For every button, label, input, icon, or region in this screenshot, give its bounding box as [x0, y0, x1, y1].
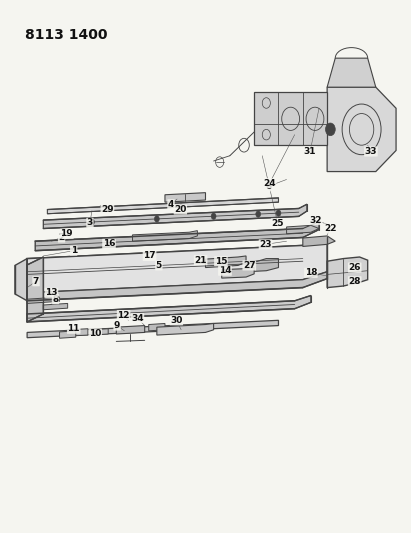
Polygon shape [303, 236, 335, 246]
Polygon shape [27, 238, 327, 265]
Polygon shape [68, 329, 88, 336]
Text: 11: 11 [67, 324, 80, 333]
Text: 16: 16 [103, 239, 115, 248]
Text: 8: 8 [52, 295, 59, 304]
Polygon shape [254, 92, 327, 145]
Polygon shape [92, 329, 108, 335]
Text: 5: 5 [156, 261, 162, 270]
Circle shape [155, 216, 159, 222]
Polygon shape [27, 257, 43, 322]
Circle shape [276, 210, 281, 216]
Text: 31: 31 [304, 147, 316, 156]
Polygon shape [43, 204, 307, 229]
Text: 32: 32 [309, 215, 322, 224]
Text: 3: 3 [87, 218, 93, 227]
Text: 34: 34 [131, 314, 144, 322]
Text: 17: 17 [143, 252, 156, 261]
Text: 15: 15 [215, 257, 227, 266]
Polygon shape [327, 87, 396, 172]
Circle shape [256, 211, 261, 217]
Text: 1: 1 [71, 246, 77, 255]
Polygon shape [47, 198, 279, 214]
Polygon shape [327, 257, 368, 288]
Polygon shape [27, 320, 279, 338]
Polygon shape [35, 222, 319, 251]
Text: 21: 21 [194, 256, 207, 265]
Polygon shape [149, 324, 165, 331]
Text: 9: 9 [114, 321, 120, 330]
Circle shape [326, 123, 335, 136]
Text: 13: 13 [45, 288, 58, 297]
Text: 8113 1400: 8113 1400 [25, 28, 108, 42]
Polygon shape [60, 331, 76, 338]
Polygon shape [327, 58, 376, 87]
Text: 12: 12 [118, 311, 130, 319]
Text: 30: 30 [170, 316, 182, 325]
Text: 33: 33 [365, 147, 377, 156]
Polygon shape [222, 268, 254, 278]
Polygon shape [27, 272, 327, 301]
Polygon shape [27, 238, 327, 293]
Polygon shape [132, 231, 197, 241]
Polygon shape [286, 225, 319, 234]
Text: 10: 10 [89, 329, 102, 338]
Text: 23: 23 [259, 240, 272, 249]
Text: 24: 24 [263, 179, 276, 188]
Polygon shape [27, 297, 60, 303]
Text: 29: 29 [101, 205, 114, 214]
Text: 25: 25 [271, 219, 284, 228]
Polygon shape [157, 324, 214, 335]
Text: 19: 19 [60, 229, 73, 238]
Text: 4: 4 [168, 200, 174, 209]
Polygon shape [27, 295, 311, 322]
Text: 22: 22 [324, 224, 337, 233]
Text: 26: 26 [349, 263, 361, 272]
Text: 2: 2 [58, 233, 65, 242]
Text: 14: 14 [219, 266, 231, 275]
Polygon shape [206, 256, 246, 268]
Polygon shape [43, 303, 68, 310]
Polygon shape [116, 326, 145, 334]
Text: 7: 7 [33, 277, 39, 286]
Text: 27: 27 [243, 261, 256, 270]
Circle shape [211, 213, 216, 220]
Text: 18: 18 [305, 268, 317, 277]
Text: 28: 28 [349, 277, 361, 286]
Polygon shape [15, 259, 27, 301]
Text: 20: 20 [174, 205, 187, 214]
Polygon shape [246, 259, 279, 272]
Circle shape [90, 219, 95, 225]
Polygon shape [165, 192, 206, 202]
Text: 6: 6 [265, 182, 272, 191]
